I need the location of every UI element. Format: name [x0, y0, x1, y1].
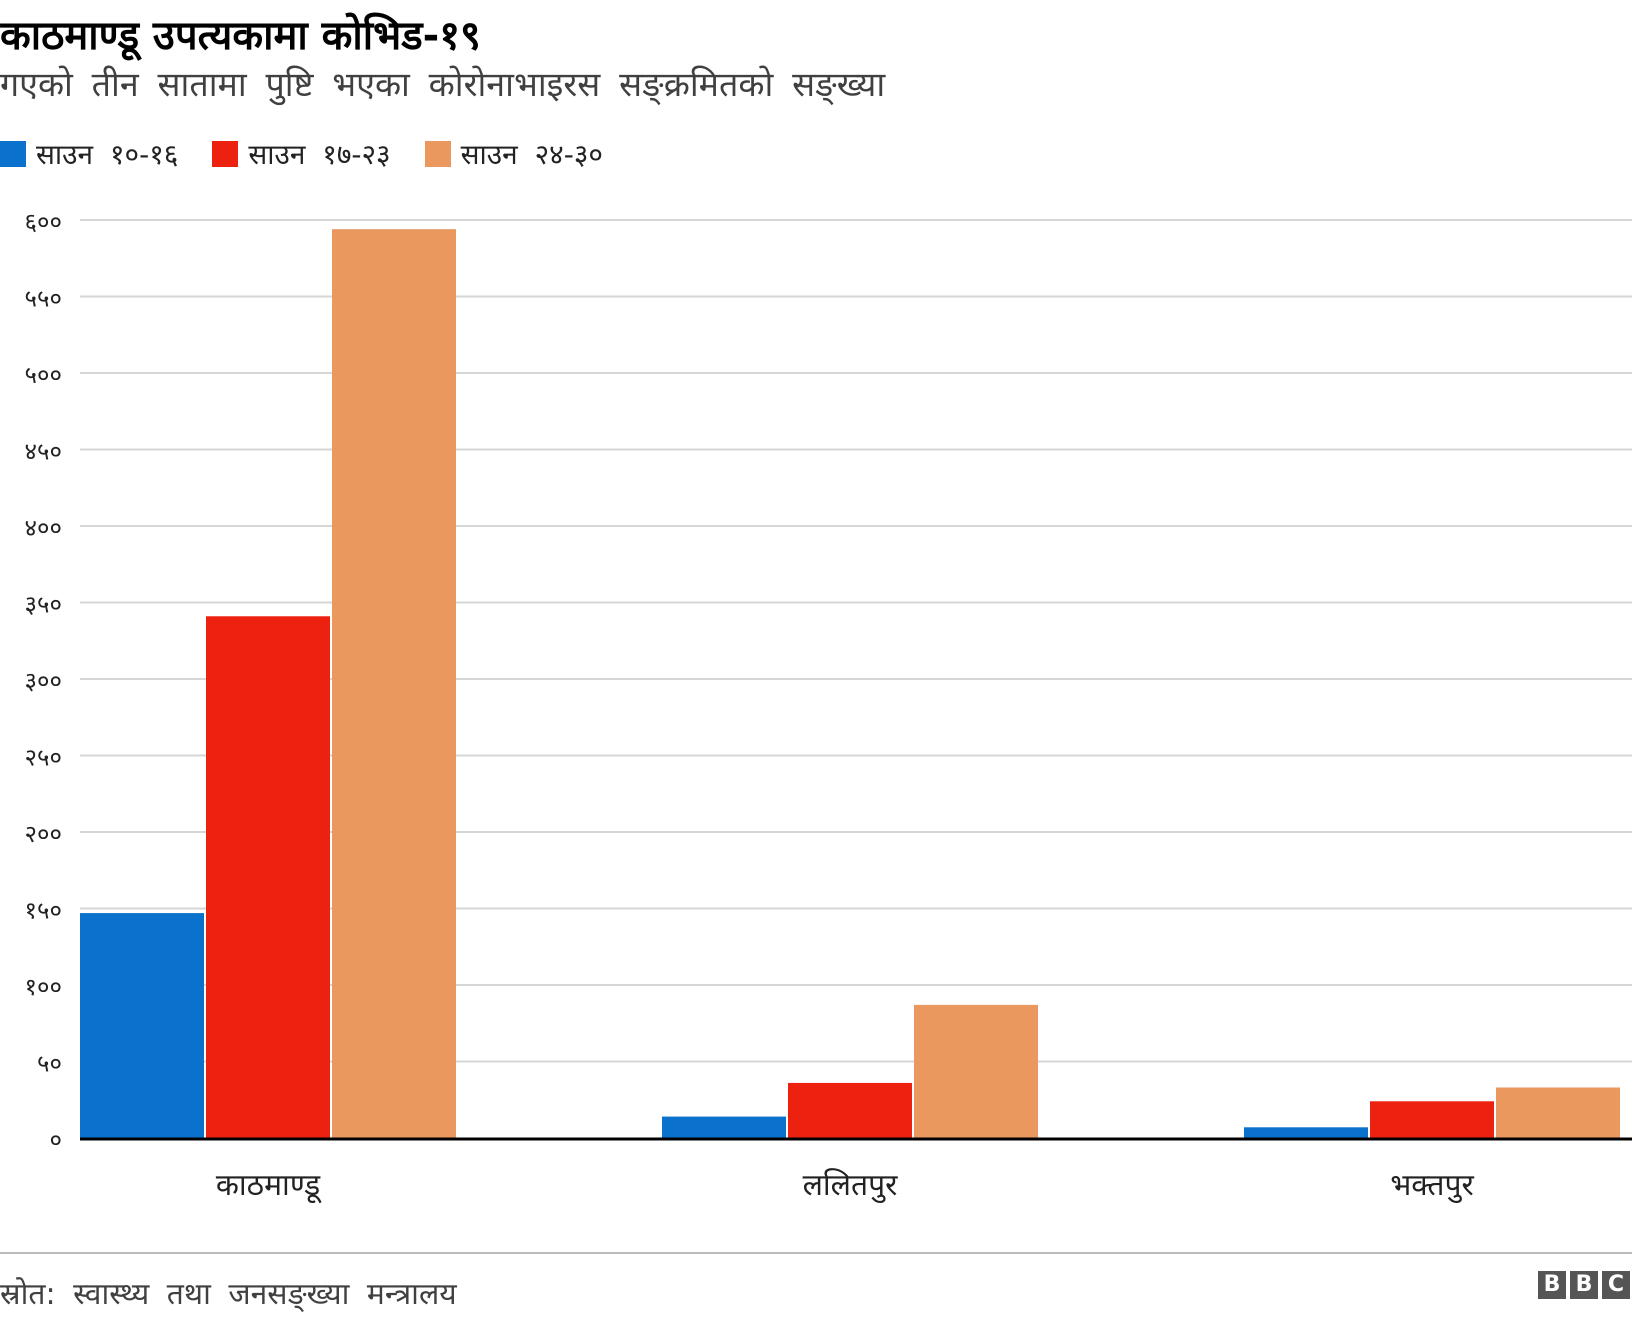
bar-0-0 — [80, 913, 204, 1138]
legend-swatch-week3 — [424, 141, 451, 167]
y-tick-label-450: ४५० — [25, 438, 62, 466]
legend-label-week3: साउन २४-३० — [460, 138, 603, 171]
y-tick-label-300: ३०० — [25, 667, 62, 695]
x-tick-label-1: ललितपुर — [803, 1168, 899, 1204]
bar-1-0 — [662, 1116, 786, 1138]
bbc-logo-block-b1: B — [1538, 1271, 1566, 1299]
y-tick-label-500: ५०० — [25, 361, 62, 389]
x-tick-label-2: भक्तपुर — [1390, 1168, 1474, 1204]
y-tick-label-50: ५० — [37, 1050, 62, 1078]
y-tick-label-350: ३५० — [25, 591, 62, 619]
bar-1-1 — [788, 1082, 912, 1138]
source-note: स्रोत: स्वास्थ्य तथा जनसङ्ख्या मन्त्रालय — [0, 1277, 457, 1312]
legend-item-week3: साउन २४-३० — [424, 135, 603, 173]
legend-item-week2: साउन १७-२३ — [212, 135, 391, 173]
chart-legend: साउन १०-१६ साउन १७-२३ साउन २४-३० — [0, 135, 637, 173]
chart-title: काठमाण्डू उपत्यकामा कोभिड-१९ — [0, 13, 481, 59]
legend-swatch-week1 — [0, 141, 26, 167]
y-tick-label-400: ४०० — [25, 514, 62, 542]
bar-chart: ० ५० १०० १५० २०० २५० ३०० ३५० ४०० ४५० ५०० ५५० ६०० काठम… — [25, 208, 1632, 1204]
legend-swatch-week2 — [212, 141, 239, 167]
footer-divider — [0, 1252, 1632, 1254]
chart-subtitle: गएको तीन सातामा पुष्टि भएका कोरोनाभाइरस … — [0, 65, 886, 105]
bar-2-0 — [1244, 1127, 1368, 1138]
y-tick-label-150: १५० — [25, 897, 62, 925]
y-tick-label-100: १०० — [25, 973, 62, 1001]
y-tick-label-600: ६०० — [25, 208, 62, 236]
bbc-logo-block-c: C — [1602, 1271, 1630, 1299]
x-tick-label-0: काठमाण्डू — [216, 1168, 322, 1204]
bar-1-2 — [914, 1004, 1038, 1138]
bar-0-2 — [332, 229, 456, 1138]
y-tick-label-550: ५५० — [25, 285, 62, 313]
bbc-logo: B B C — [1534, 1271, 1630, 1299]
bar-0-1 — [206, 616, 330, 1138]
legend-label-week2: साउन १७-२३ — [248, 138, 391, 171]
y-tick-label-200: २०० — [25, 820, 62, 848]
legend-label-week1: साउन १०-१६ — [36, 138, 179, 171]
y-tick-label-0: ० — [50, 1126, 62, 1154]
bar-2-1 — [1370, 1101, 1494, 1138]
bar-2-2 — [1496, 1087, 1620, 1138]
y-tick-label-250: २५० — [25, 744, 62, 772]
bbc-logo-block-b2: B — [1570, 1271, 1598, 1299]
legend-item-week1: साउन १०-१६ — [0, 135, 178, 173]
